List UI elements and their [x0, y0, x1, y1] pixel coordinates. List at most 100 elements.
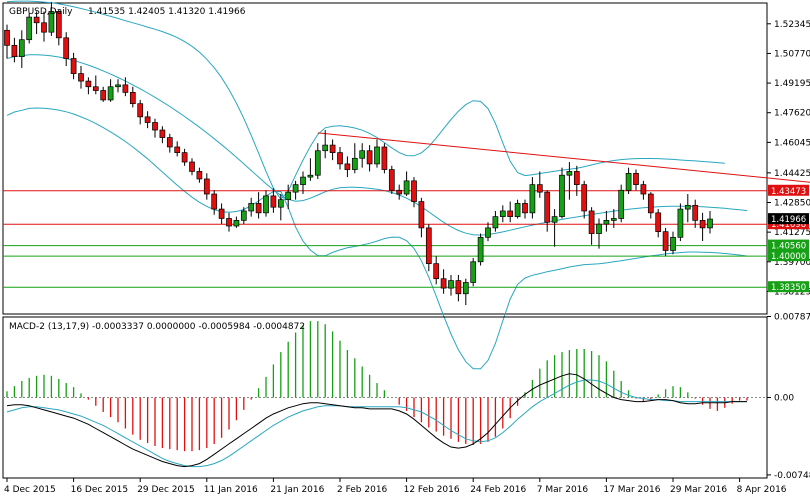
candle: [144, 111, 151, 129]
candle-body: [514, 203, 521, 217]
candle: [33, 11, 40, 35]
candle: [573, 165, 580, 196]
candle: [485, 222, 491, 242]
candle-body: [285, 191, 292, 201]
candle: [277, 194, 284, 221]
candle: [366, 145, 373, 172]
candle: [633, 169, 639, 191]
candle: [189, 158, 195, 176]
candle-body: [248, 203, 255, 212]
candle-body: [329, 144, 336, 153]
candle: [11, 37, 18, 63]
candle-body: [618, 189, 625, 219]
candle: [640, 180, 647, 200]
level-tag-label: 1.43473: [771, 187, 806, 197]
candle-body: [85, 80, 92, 88]
date-tick-label: 8 Apr 2016: [737, 485, 787, 495]
candle: [70, 52, 77, 80]
date-tick-label: 24 Feb 2016: [470, 485, 526, 495]
macd-tick-label: 0.00: [774, 394, 794, 404]
candle-body: [159, 129, 166, 138]
candle-body: [359, 150, 366, 159]
candle: [166, 133, 173, 153]
candle-body: [396, 189, 403, 195]
candle: [425, 224, 432, 272]
candle: [684, 194, 691, 223]
candle-body: [588, 210, 595, 234]
candle-body: [144, 116, 151, 123]
candle-body: [263, 195, 269, 214]
candle-body: [492, 216, 499, 229]
macd-main-line: [6, 373, 747, 468]
date-tick-label: 4 Dec 2015: [4, 485, 56, 495]
candle: [85, 77, 92, 95]
candle-body: [485, 227, 491, 238]
candle: [211, 190, 218, 215]
candle-body: [300, 176, 306, 185]
candle-body: [344, 163, 351, 170]
candle-body: [270, 195, 277, 208]
candle: [196, 167, 203, 183]
candle: [522, 199, 528, 219]
candle-body: [573, 171, 580, 185]
candle: [329, 139, 336, 161]
candle-body: [322, 144, 329, 152]
candle: [374, 139, 380, 168]
candle-body: [196, 171, 203, 180]
candle: [559, 167, 565, 219]
level-tag-label: 1.38350: [771, 283, 806, 293]
candle: [181, 148, 188, 166]
candle-body: [610, 218, 617, 221]
date-tick-label: 16 Dec 2015: [71, 485, 129, 495]
candle: [48, 2, 55, 36]
price-tick-label: 1.47620: [774, 109, 810, 119]
candle-body: [633, 172, 639, 185]
candle: [122, 77, 129, 97]
candle: [100, 86, 107, 102]
candle: [359, 143, 366, 168]
candle-body: [536, 184, 543, 193]
candle: [240, 207, 247, 225]
candle: [226, 212, 232, 232]
candle: [63, 32, 70, 67]
candle: [159, 126, 166, 144]
macd-header: MACD-2 (13,17,9) -0.0003337 0.0000000 -0…: [9, 322, 305, 332]
candle-body: [63, 37, 70, 59]
candle: [351, 143, 358, 174]
candle-body: [381, 146, 388, 170]
bollinger-lower-band: [6, 107, 748, 370]
candle: [396, 184, 403, 200]
resistance-trendline: [317, 132, 810, 183]
candle-body: [603, 220, 610, 225]
date-tick-label: 11 Jan 2016: [204, 485, 258, 495]
candle: [218, 203, 225, 225]
candle: [55, 9, 62, 46]
candle-body: [699, 220, 706, 229]
macd-pane[interactable]: MACD-2 (13,17,9) -0.0003337 0.0000000 -0…: [2, 316, 768, 479]
candle: [18, 30, 25, 68]
candle-body: [522, 203, 528, 214]
candle: [381, 143, 388, 174]
candle-body: [181, 152, 188, 163]
price-pane-frame: [2, 2, 768, 315]
candle: [596, 218, 602, 249]
price-tick-label: 1.41275: [774, 228, 810, 238]
candle-body: [33, 16, 40, 24]
candle-body: [26, 16, 33, 41]
candle-body: [70, 58, 77, 74]
candle: [248, 197, 255, 217]
candle: [692, 199, 699, 228]
candle-body: [48, 11, 55, 33]
candle-body: [100, 90, 107, 101]
candle-body: [662, 231, 669, 251]
candle: [529, 177, 536, 219]
candle: [448, 274, 454, 296]
candle: [566, 162, 573, 200]
candle-body: [388, 169, 395, 191]
candle: [233, 216, 240, 228]
price-pane[interactable]: GBPUSD,Daily 1.41535 1.42405 1.41320 1.4…: [2, 0, 810, 370]
candle-body: [203, 178, 210, 195]
candle-body: [233, 220, 240, 227]
